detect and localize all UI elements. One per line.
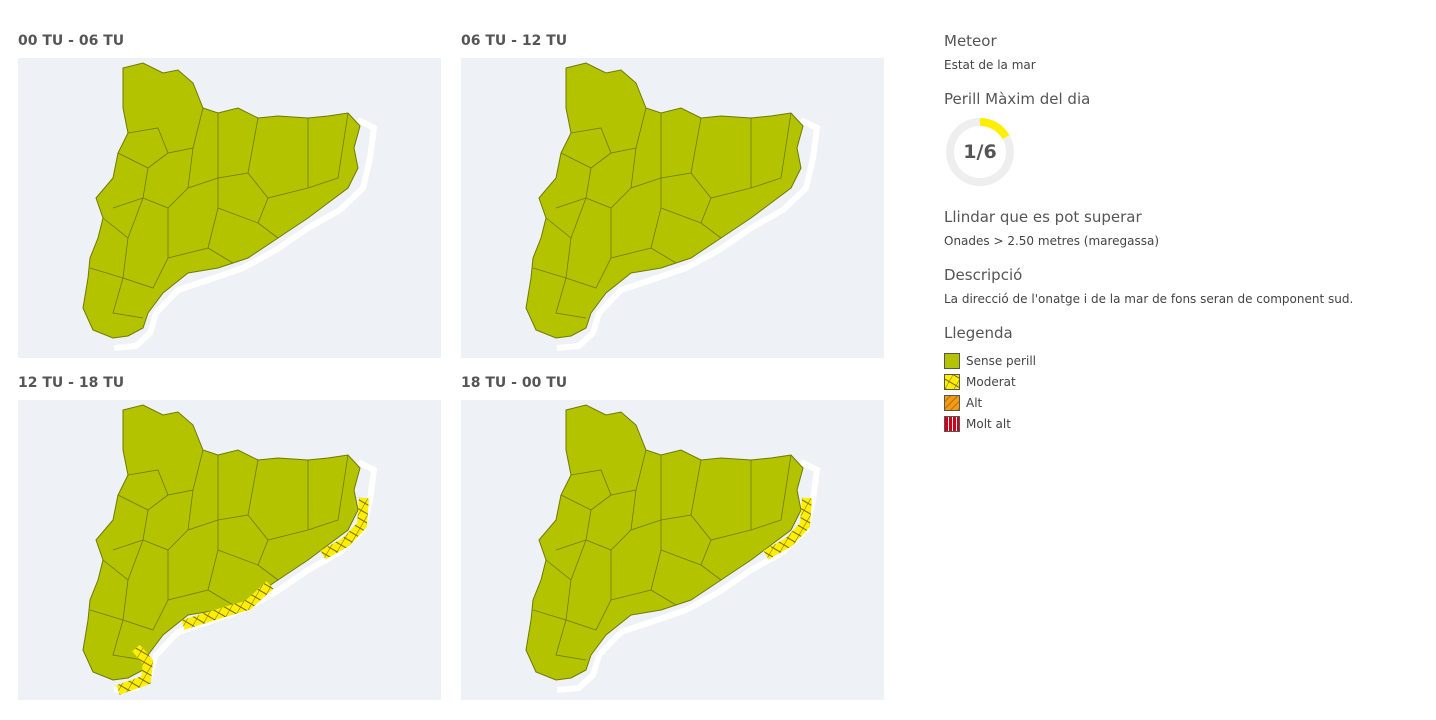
legend-label: Alt: [966, 395, 983, 410]
gauge-label: 1/6: [963, 141, 996, 163]
heading: Meteor: [944, 32, 997, 50]
legend-item: Sense perill: [944, 350, 1414, 371]
panel-title: 12 TU - 18 TU: [18, 375, 125, 391]
legend-label: Sense perill: [966, 353, 1036, 368]
map-svg: [18, 400, 441, 695]
map: [461, 400, 884, 700]
map-svg: [18, 58, 441, 358]
gauge: 1/6: [946, 117, 1014, 186]
panel-title: 00 TU - 06 TU: [18, 33, 125, 49]
heading: Descripció: [944, 266, 1023, 284]
map-svg: [461, 400, 884, 700]
map: [18, 58, 441, 358]
heading: Llegenda: [944, 324, 1013, 342]
legend-item: Molt alt: [944, 413, 1414, 434]
legend-item: Moderat: [944, 371, 1414, 392]
heading: Perill Màxim del dia: [944, 90, 1091, 108]
map-svg: [461, 58, 884, 358]
map: [461, 58, 884, 358]
panel-title: 18 TU - 00 TU: [461, 375, 568, 391]
legend-label: Molt alt: [966, 416, 1011, 431]
info-panel: Meteor Estat de la mar Perill Màxim del …: [944, 32, 1414, 434]
legend-item: Alt: [944, 392, 1414, 413]
text: Onades > 2.50 metres (maregassa): [944, 234, 1160, 248]
panel-title: 06 TU - 12 TU: [461, 33, 568, 49]
text: Estat de la mar: [944, 58, 1036, 72]
legend-label: Moderat: [966, 374, 1016, 389]
text: La direcció de l'onatge i de la mar de f…: [944, 292, 1354, 306]
map: [18, 400, 441, 700]
heading: Llindar que es pot superar: [944, 208, 1142, 226]
